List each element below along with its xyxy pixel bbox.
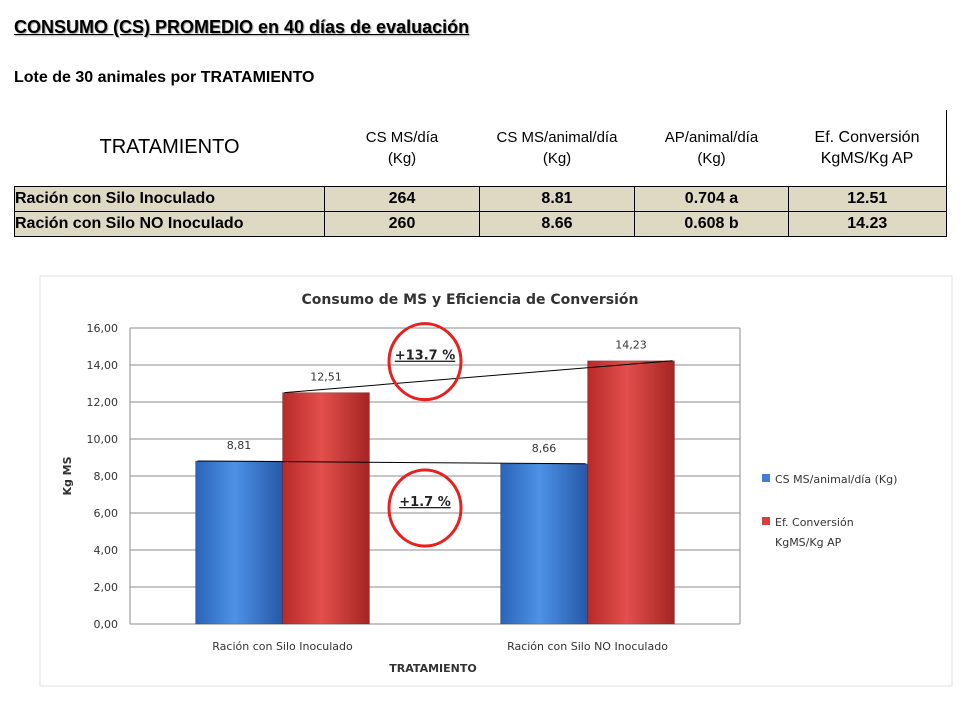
annotation-circle — [387, 322, 463, 402]
y-tick-label: 2,00 — [94, 581, 119, 594]
table-header-ef-conversion-line2: KgMS/Kg AP — [820, 149, 914, 167]
y-tick-label: 4,00 — [94, 544, 119, 557]
bar — [587, 360, 675, 625]
results-table: TRATAMIENTO CS MS/día (Kg) CS MS/animal/… — [14, 110, 947, 237]
data-label: 8,81 — [227, 439, 252, 452]
table-header-ef-conversion: Ef. Conversión KgMS/Kg AP — [788, 110, 947, 187]
table-header-cs-dia: CS MS/día (Kg) — [324, 110, 480, 187]
x-axis-ticks: Ración con Silo Inoculado Ración con Silo… — [212, 640, 668, 653]
legend-label: KgMS/Kg AP — [775, 536, 842, 549]
table-header-treatment: TRATAMIENTO — [14, 110, 325, 187]
table-header-cs-animal-line1: CS MS/animal/día — [496, 128, 618, 146]
legend-swatch — [762, 517, 770, 525]
bar — [282, 392, 370, 625]
annotation-circle — [387, 468, 463, 548]
annotation-label: +1.7 % — [399, 495, 450, 510]
y-tick-label: 12,00 — [87, 396, 119, 409]
page-title: CONSUMO (CS) PROMEDIO en 40 días de eval… — [14, 17, 469, 38]
table-header-row: TRATAMIENTO CS MS/día (Kg) CS MS/animal/… — [14, 110, 947, 187]
comparison-lines: +13.7 % +1.7 % — [197, 322, 673, 548]
table-header-ap-animal-line1: AP/animal/día — [664, 128, 759, 146]
comparison-line — [284, 360, 673, 394]
data-label: 14,23 — [615, 339, 647, 352]
y-tick-label: 16,00 — [87, 322, 119, 335]
y-tick-label: 6,00 — [94, 507, 119, 520]
legend: CS MS/animal/día (Kg) Ef. Conversión KgMS/… — [762, 473, 897, 549]
table-header-ap-animal: AP/animal/día (Kg) — [634, 110, 789, 187]
data-label: 8,66 — [532, 442, 557, 455]
annotation-label: +13.7 % — [395, 349, 456, 364]
y-axis-ticks: 0,00 2,00 4,00 6,00 8,00 10,00 12,00 14,00 16,00 — [87, 322, 119, 631]
data-label: 12,51 — [310, 371, 342, 384]
table-header-cs-animal: CS MS/animal/día (Kg) — [479, 110, 635, 187]
comparison-line — [197, 460, 586, 465]
table-cell-treatment: Ración con Silo NO Inoculado — [14, 210, 325, 237]
legend-swatch — [762, 474, 770, 482]
x-axis-label: TRATAMIENTO — [389, 662, 476, 675]
legend-label: Ef. Conversión — [775, 516, 854, 529]
table-cell: 8.66 — [479, 210, 635, 237]
table-cell: 8.81 — [479, 185, 635, 212]
table-header-ef-conversion-line1: Ef. Conversión — [814, 128, 920, 146]
page-title-text: CONSUMO (CS) PROMEDIO en 40 días de eval… — [14, 17, 470, 37]
table-cell: 260 — [324, 210, 480, 237]
table-cell: 14.23 — [788, 210, 947, 237]
table-row: Ración con Silo NO Inoculado 260 8.66 0.… — [14, 210, 947, 237]
table-cell-treatment: Ración con Silo Inoculado — [14, 185, 325, 212]
y-tick-label: 8,00 — [94, 470, 119, 483]
table-cell: 12.51 — [788, 185, 947, 212]
table-cell: 264 — [324, 185, 480, 212]
chart-title: Consumo de MS y Eficiencia de Conversión — [302, 292, 639, 308]
page-subtitle: Lote de 30 animales por TRATAMIENTO — [14, 69, 315, 86]
x-tick-label: Ración con Silo Inoculado — [212, 640, 353, 653]
chart-area — [39, 275, 953, 687]
bar — [195, 460, 283, 625]
table-row: Ración con Silo Inoculado 264 8.81 0.704… — [14, 185, 947, 212]
table-header-treatment-label: TRATAMIENTO — [99, 136, 240, 159]
bars: 8,81 12,51 8,66 14,23 — [195, 339, 675, 625]
y-tick-label: 10,00 — [87, 433, 119, 446]
x-tick-label: Ración con Silo NO Inoculado — [507, 640, 668, 653]
table-header-cs-animal-line2: (Kg) — [542, 149, 572, 167]
y-axis-label: Kg MS — [61, 456, 74, 495]
y-tick-label: 14,00 — [87, 359, 119, 372]
legend-label: CS MS/animal/día (Kg) — [775, 473, 897, 486]
table-header-cs-dia-line1: CS MS/día — [365, 128, 439, 146]
bar — [500, 463, 588, 625]
y-tick-label: 0,00 — [94, 618, 119, 631]
table-cell: 0.704 a — [634, 185, 789, 212]
table-header-ap-animal-line2: (Kg) — [697, 149, 726, 167]
table-cell: 0.608 b — [634, 210, 789, 237]
table-header-cs-dia-line2: (Kg) — [387, 149, 417, 167]
